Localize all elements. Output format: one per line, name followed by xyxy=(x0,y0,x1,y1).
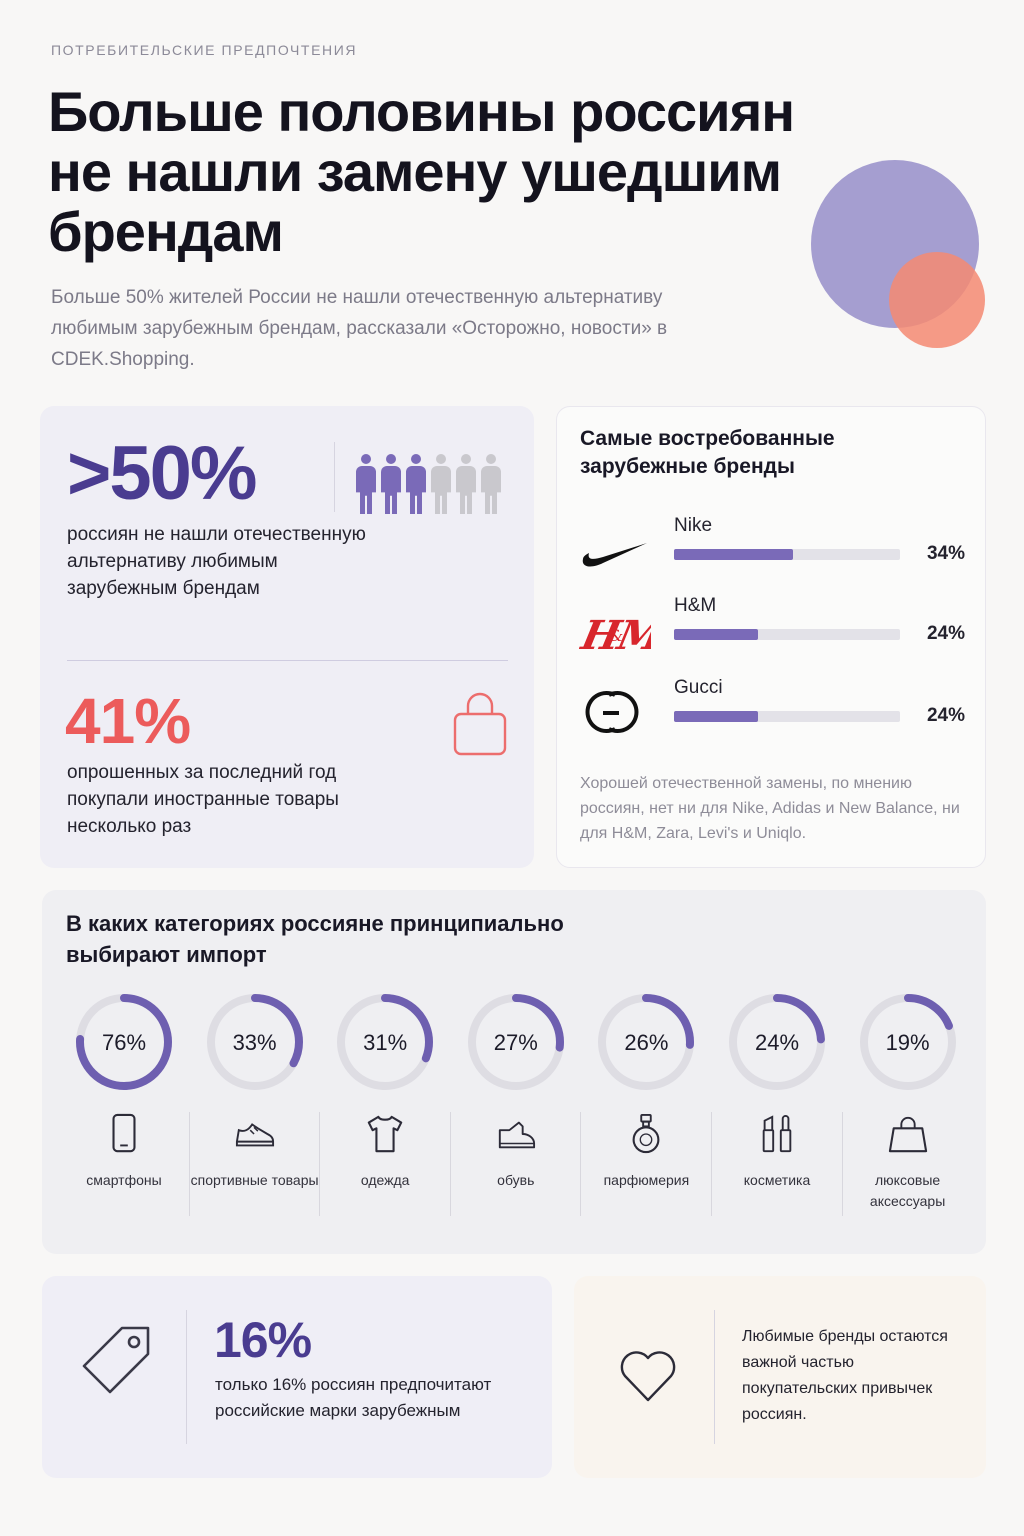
brands-title: Самые востребованные зарубежные бренды xyxy=(580,427,835,478)
category-divider xyxy=(188,1112,190,1216)
hm-logo: H & M xyxy=(579,611,651,655)
category-name: люксовые аксессуары xyxy=(869,1172,946,1209)
nike-swoosh-icon xyxy=(582,543,647,567)
brand-name: H&M xyxy=(674,595,717,616)
person-icon xyxy=(481,454,501,514)
svg-text:&: & xyxy=(609,626,623,645)
category-item: 26% парфюмерия xyxy=(578,990,708,1220)
category-percent: 31% xyxy=(363,1030,408,1055)
shoe-icon xyxy=(498,1121,535,1149)
brand-row-nike: Nike 34% xyxy=(557,515,987,575)
person-icon xyxy=(406,454,426,514)
brand-bar xyxy=(674,549,794,560)
second-stat-value: 41% xyxy=(65,685,191,757)
brand-bar-track xyxy=(674,629,900,640)
lipstick-icon xyxy=(762,1115,792,1153)
brand-percent: 24% xyxy=(926,705,965,726)
person-icon xyxy=(381,454,401,514)
heart-icon xyxy=(620,1351,676,1402)
brand-bar xyxy=(674,711,759,722)
category-divider xyxy=(449,1112,451,1216)
category-ring xyxy=(76,994,172,1090)
stat-separator xyxy=(67,660,508,661)
category-percent: 76% xyxy=(101,1030,147,1055)
category-name: косметика xyxy=(743,1172,811,1188)
category-percent: 26% xyxy=(624,1030,669,1055)
lead-text: Больше 50% жителей России не нашли отече… xyxy=(51,287,668,370)
handbag-icon xyxy=(888,1116,927,1153)
category-name: спортивные товары xyxy=(190,1172,319,1188)
category-name: парфюмерия xyxy=(603,1172,690,1188)
category-item: 76% смартфоны xyxy=(56,990,186,1220)
category-name: обувь xyxy=(497,1172,535,1188)
stats-card: >50% россиян не нашли отечественную альт… xyxy=(40,406,534,868)
eyebrow: ПОТРЕБИТЕЛЬСКИЕ ПРЕДПОЧТЕНИЯ xyxy=(51,42,358,58)
gucci-logo xyxy=(585,691,639,733)
perfume-icon xyxy=(632,1114,660,1154)
brands-card: Самые востребованные зарубежные бренды N… xyxy=(556,406,986,868)
sneaker-icon xyxy=(235,1123,274,1147)
card-divider xyxy=(186,1310,187,1444)
decorative-circles xyxy=(808,160,988,354)
coral-circle xyxy=(889,252,985,348)
category-percent: 33% xyxy=(232,1030,277,1055)
local-stat-value: 16% xyxy=(214,1312,312,1368)
brand-percent: 34% xyxy=(926,543,965,564)
card-divider xyxy=(714,1310,715,1444)
category-ring xyxy=(729,994,825,1090)
category-item: 31% одежда xyxy=(317,990,447,1220)
person-icon xyxy=(356,454,376,514)
person-icon xyxy=(431,454,451,514)
person-icon xyxy=(456,454,476,514)
brand-bar xyxy=(674,629,759,640)
page-title: Больше половины россиян не нашли замену … xyxy=(48,80,795,263)
categories-card: В каких категориях россияне принципиальн… xyxy=(42,890,986,1254)
brand-bar-track xyxy=(674,711,900,722)
local-stat-text: только 16% россиян предпочитают российск… xyxy=(215,1375,492,1420)
category-divider xyxy=(580,1112,582,1216)
category-item: 27% обувь xyxy=(448,990,578,1220)
category-ring xyxy=(598,994,695,1090)
categories-title: В каких категориях россияне принципиальн… xyxy=(66,911,564,967)
main-stat-value: >50% xyxy=(67,431,257,516)
category-item: 24% косметика xyxy=(709,990,839,1220)
category-percent: 24% xyxy=(754,1030,800,1055)
tshirt-icon xyxy=(367,1115,403,1153)
category-ring xyxy=(206,994,303,1090)
category-divider xyxy=(319,1112,321,1216)
category-divider xyxy=(711,1112,712,1216)
category-item: 19% люксовые аксессуары xyxy=(840,990,970,1220)
category-name: смартфоны xyxy=(86,1172,162,1188)
smartphone-icon xyxy=(112,1113,136,1153)
category-percent: 27% xyxy=(493,1030,538,1055)
people-icons xyxy=(356,454,501,514)
category-divider xyxy=(841,1112,843,1216)
category-name: одежда xyxy=(360,1172,410,1188)
brand-name: Nike xyxy=(674,515,713,536)
category-ring xyxy=(859,994,956,1090)
main-stat-text: россиян не нашли отечественную альтернат… xyxy=(67,524,366,599)
brand-name: Gucci xyxy=(674,677,723,698)
second-stat-text: опрошенных за последний год покупали ино… xyxy=(67,762,339,837)
brand-percent: 24% xyxy=(926,623,965,644)
stat-divider xyxy=(334,442,335,512)
favorite-brands-card: Любимые бренды остаются важной частью по… xyxy=(574,1276,986,1478)
category-ring xyxy=(467,994,564,1090)
brand-row-hm: H & M H&M 24% xyxy=(557,595,987,655)
favorite-brands-text: Любимые бренды остаются важной частью по… xyxy=(742,1328,948,1423)
brand-row-gucci: Gucci 24% xyxy=(557,677,987,737)
category-item: 33% спортивные товары xyxy=(187,990,319,1220)
category-percent: 19% xyxy=(885,1030,930,1055)
brand-bar-track xyxy=(674,549,900,560)
price-tag-icon xyxy=(82,1326,150,1394)
local-brands-card: 16% только 16% россиян предпочитают росс… xyxy=(42,1276,552,1478)
shopping-bag-icon xyxy=(453,692,507,756)
brands-note: Хорошей отечественной замены, по мнению … xyxy=(580,775,960,842)
category-ring xyxy=(337,994,434,1090)
